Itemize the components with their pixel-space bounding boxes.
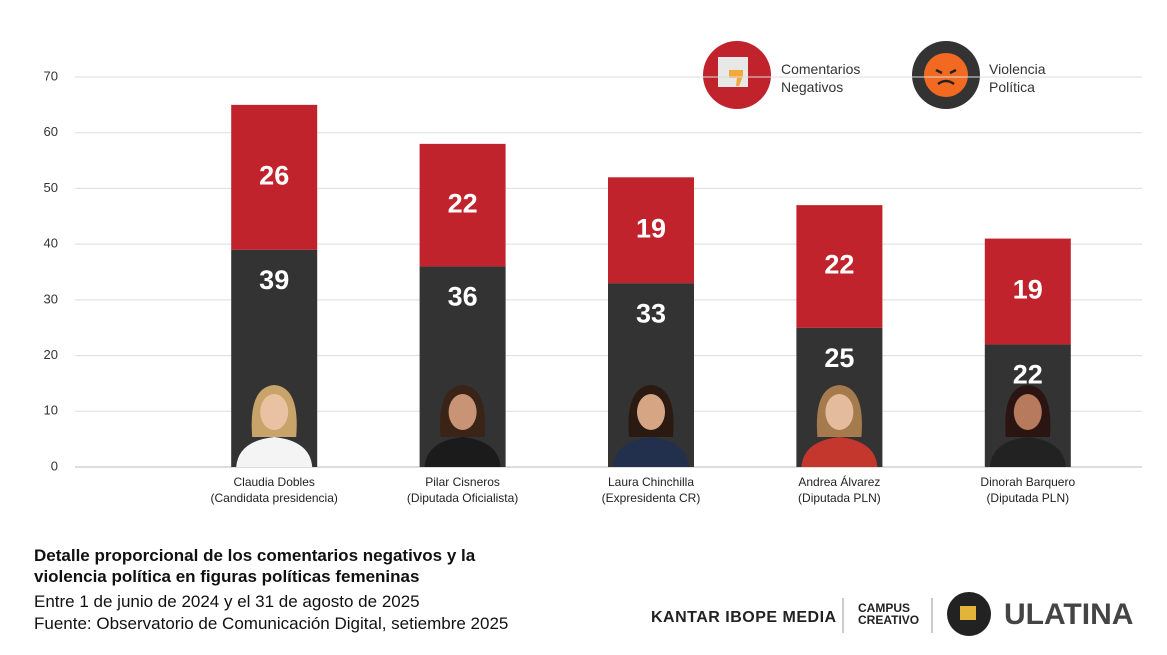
portrait [613, 385, 689, 467]
legend-icon-negative [703, 41, 771, 109]
portrait-face [260, 394, 289, 430]
chart-title: Detalle proporcional de los comentarios … [34, 546, 476, 586]
value-label: 36 [448, 282, 478, 312]
x-tick-sublabel: (Candidata presidencia) [210, 491, 337, 505]
portrait-face [448, 394, 477, 430]
value-label: 22 [824, 250, 854, 280]
portrait-face [637, 394, 665, 430]
bar-segment [231, 104, 318, 250]
portrait-body [236, 437, 313, 467]
value-label: 19 [636, 213, 666, 243]
y-tick-label: 60 [44, 124, 58, 139]
x-tick-sublabel: (Diputada Oficialista) [407, 491, 518, 505]
portrait-face [825, 394, 854, 430]
portrait-body [989, 437, 1066, 467]
y-tick-label: 0 [51, 458, 58, 473]
x-tick-label: Andrea Álvarez [798, 474, 880, 489]
x-tick-sublabel: (Diputada PLN) [986, 491, 1069, 505]
portrait [424, 385, 501, 467]
logo-kantar: KANTAR IBOPE MEDIA [651, 609, 837, 626]
portrait [989, 385, 1066, 467]
portrait-body [424, 437, 501, 467]
x-tick-label: Laura Chinchilla [608, 475, 694, 489]
value-label: 22 [448, 188, 478, 218]
legend-icon-violence [912, 41, 980, 109]
value-label: 26 [259, 160, 289, 190]
logo-campus: CAMPUS CREATIVO [858, 601, 920, 627]
value-label: 22 [1013, 360, 1043, 390]
logo-ulatina: ULATINA [1004, 598, 1134, 631]
x-tick-label: Claudia Dobles [234, 475, 315, 489]
value-label: 33 [636, 298, 666, 328]
bar-segment [419, 143, 506, 267]
bar-segment [608, 177, 694, 284]
y-tick-label: 30 [44, 291, 58, 306]
value-label: 39 [259, 265, 289, 295]
portrait-body [801, 437, 878, 467]
x-tick-sublabel: (Diputada PLN) [798, 491, 881, 505]
portrait-body [613, 437, 689, 467]
source: Fuente: Observatorio de Comunicación Dig… [34, 614, 509, 633]
bar-segment [796, 205, 883, 328]
y-tick-label: 70 [44, 68, 58, 83]
subtitle: Entre 1 de junio de 2024 y el 31 de agos… [34, 592, 420, 611]
legend-label: Violencia Política [989, 61, 1046, 95]
portrait [801, 385, 878, 467]
seal [947, 592, 991, 636]
portrait-face [1013, 394, 1042, 430]
y-tick-label: 40 [44, 236, 58, 251]
y-tick-label: 50 [44, 180, 58, 195]
y-tick-label: 10 [44, 403, 58, 418]
value-label: 19 [1013, 275, 1043, 305]
x-tick-sublabel: (Expresidenta CR) [602, 491, 701, 505]
x-tick-label: Pilar Cisneros [425, 475, 500, 489]
legend-label: Comentarios Negativos [781, 61, 861, 95]
portrait [236, 385, 313, 467]
y-tick-label: 20 [44, 347, 58, 362]
value-label: 25 [824, 343, 854, 373]
x-tick-label: Dinorah Barquero [980, 475, 1075, 489]
bar-segment [984, 238, 1071, 345]
